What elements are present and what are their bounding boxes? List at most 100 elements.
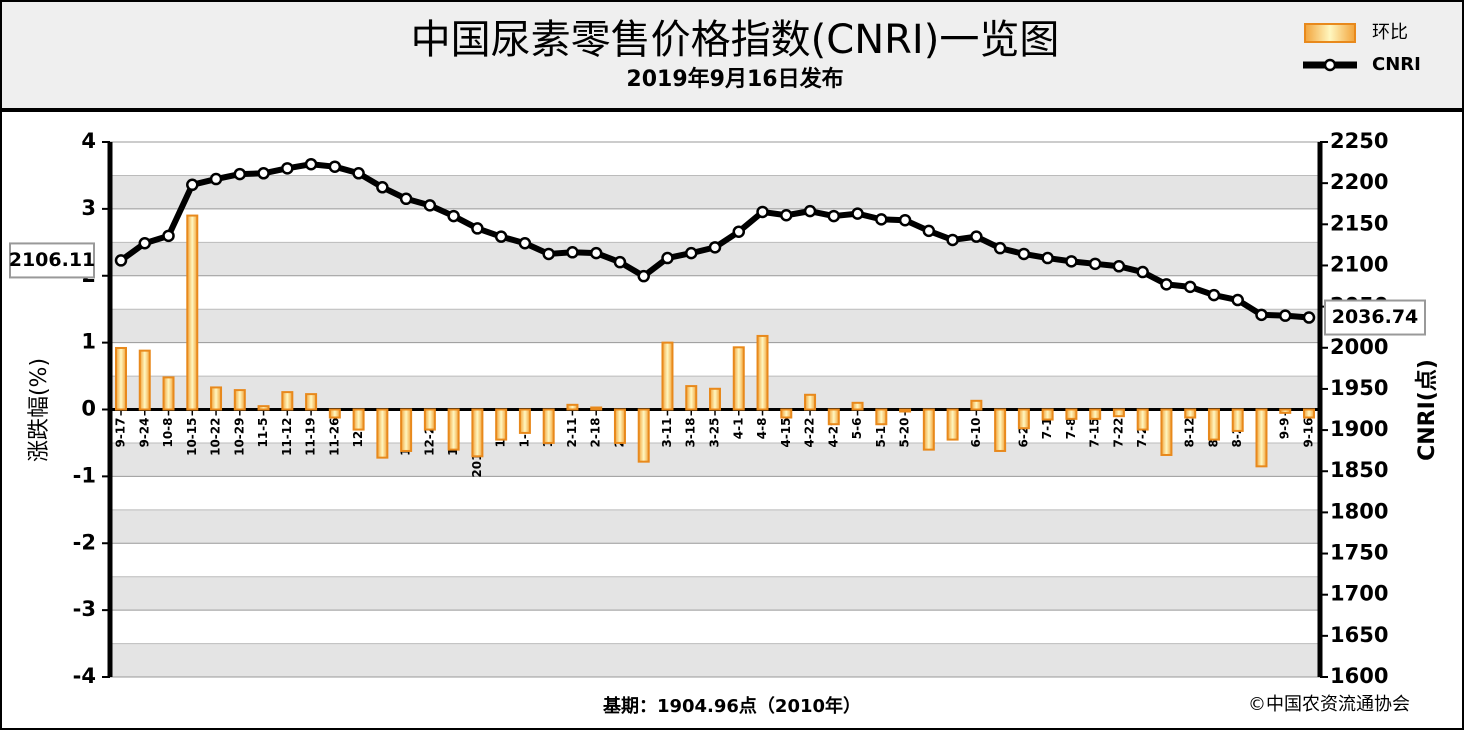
point xyxy=(1112,260,1126,273)
y-tick-label: -4 xyxy=(73,664,96,688)
point xyxy=(257,167,270,180)
point xyxy=(803,204,817,218)
value-label-box xyxy=(9,242,95,279)
point xyxy=(186,178,199,192)
bar xyxy=(994,408,1007,452)
bar xyxy=(637,408,650,463)
y-tick-label: -3 xyxy=(73,597,96,621)
bar xyxy=(115,346,127,411)
x-tick-label: 4-22 xyxy=(803,418,817,448)
x-tick-label: 11-19 xyxy=(304,418,318,456)
x-tick-label: 10-29 xyxy=(232,418,246,456)
bar xyxy=(328,408,341,419)
bar xyxy=(1255,408,1268,468)
point xyxy=(1017,247,1031,261)
point xyxy=(494,230,508,243)
bar xyxy=(1136,408,1149,431)
point xyxy=(114,254,128,267)
bar xyxy=(376,408,389,459)
point xyxy=(138,236,152,250)
grid-band xyxy=(110,442,1320,477)
bar xyxy=(1160,408,1173,456)
y2-axis-label: CNRI(点) xyxy=(1414,359,1440,461)
y2-tick-label: 1650 xyxy=(1330,623,1388,647)
x-tick-label: 2-18 xyxy=(589,418,603,448)
x-tick-label: 10-22 xyxy=(209,418,223,456)
point xyxy=(589,246,603,260)
point xyxy=(1278,309,1292,322)
x-tick-label: 11-26 xyxy=(327,418,341,456)
x-tick-label: 4-15 xyxy=(779,418,793,448)
x-tick-label: 11-5 xyxy=(256,418,270,448)
point xyxy=(566,246,579,259)
bar xyxy=(1017,408,1030,430)
point xyxy=(898,213,912,227)
bar xyxy=(827,408,840,426)
bar xyxy=(590,406,603,411)
bar xyxy=(1184,408,1197,419)
point xyxy=(1088,257,1102,271)
header-bg xyxy=(2,2,1462,110)
footnote: 基期：1904.96点（2010年） xyxy=(602,695,861,717)
bar xyxy=(257,405,270,411)
point xyxy=(352,167,365,180)
bar xyxy=(233,389,246,411)
bar xyxy=(210,386,223,411)
y-axis-label: 涨跌幅(%) xyxy=(27,358,52,462)
point xyxy=(209,172,223,186)
x-tick-label: 7-1 xyxy=(1040,418,1054,440)
grid-band xyxy=(110,175,1320,209)
y2-tick-label: 1600 xyxy=(1330,664,1388,688)
x-tick-label: 9-9 xyxy=(1278,418,1292,440)
y2-tick-label: 2000 xyxy=(1330,335,1388,359)
point xyxy=(423,199,437,212)
bar xyxy=(1279,408,1292,414)
x-tick-label: 7-8 xyxy=(1064,418,1078,440)
point xyxy=(993,241,1007,255)
point xyxy=(1183,280,1197,294)
x-tick-label: 3-11 xyxy=(660,418,674,448)
bar xyxy=(732,346,745,411)
point xyxy=(399,192,413,206)
grid-band xyxy=(110,309,1320,343)
bar xyxy=(780,408,793,419)
x-tick-label: 3-25 xyxy=(708,418,722,448)
legend-label: 环比 xyxy=(1372,22,1408,43)
x-tick-label: 2-11 xyxy=(565,418,579,448)
point xyxy=(732,225,746,238)
bar xyxy=(685,385,698,411)
y2-tick-label: 2250 xyxy=(1330,129,1388,153)
y2-tick-label: 2100 xyxy=(1330,252,1388,276)
y2-tick-label: 1850 xyxy=(1330,458,1388,482)
point xyxy=(376,181,389,194)
bar xyxy=(1089,408,1102,420)
bar xyxy=(1112,408,1125,418)
y-tick-label: 4 xyxy=(81,129,96,153)
point xyxy=(661,251,674,265)
point xyxy=(1255,308,1268,322)
grid-band xyxy=(110,643,1320,677)
point xyxy=(827,209,841,223)
point xyxy=(1207,288,1221,302)
bar xyxy=(281,391,294,411)
bar xyxy=(305,393,318,411)
x-tick-label: 5-20 xyxy=(898,418,912,448)
value-label-box xyxy=(1324,299,1426,336)
point xyxy=(1065,255,1078,268)
bar xyxy=(661,341,674,411)
y-tick-label: -1 xyxy=(73,463,96,487)
bar xyxy=(138,349,151,411)
point xyxy=(684,246,698,260)
bar xyxy=(1065,408,1078,420)
value-label: 2036.74 xyxy=(1332,306,1419,328)
bar xyxy=(946,408,959,441)
point xyxy=(1136,265,1149,279)
bar xyxy=(1041,408,1054,421)
x-tick-label: 11-12 xyxy=(280,418,294,456)
point xyxy=(304,157,318,171)
bar xyxy=(1303,408,1315,419)
point xyxy=(162,229,175,243)
y2-tick-label: 1700 xyxy=(1330,582,1388,606)
x-tick-label: 5-6 xyxy=(850,418,864,440)
